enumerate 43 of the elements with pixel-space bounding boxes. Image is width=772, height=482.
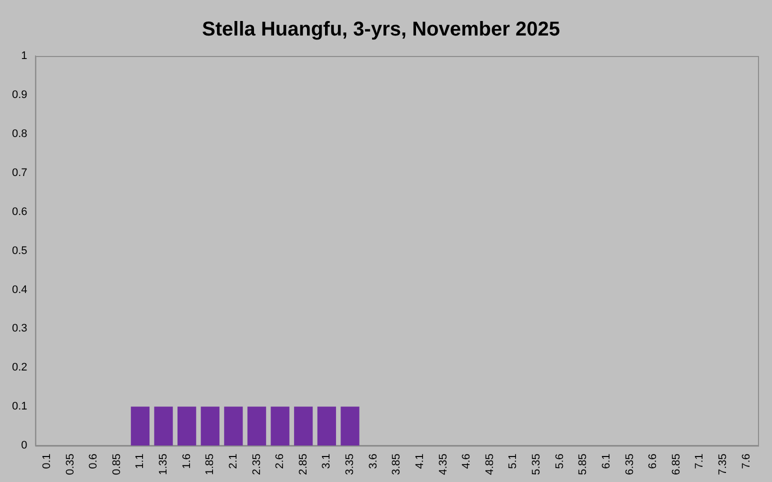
y-tick-label: 0.6: [12, 206, 28, 218]
y-tick-label: 0.1: [12, 400, 28, 413]
x-tick-label: 1.35: [158, 454, 170, 476]
y-tick-label: 0.3: [12, 322, 28, 335]
x-tick-label: 5.6: [554, 454, 566, 469]
x-tick-label: 3.85: [390, 454, 403, 476]
x-tick-label: 6.6: [647, 454, 660, 469]
x-tick-label: 5.1: [507, 454, 520, 469]
y-tick-label: 0: [21, 440, 28, 452]
x-tick-label: 0.1: [40, 454, 53, 469]
x-tick-label: 0.85: [110, 454, 123, 476]
y-tick-label: 0.8: [12, 128, 28, 140]
x-tick-label: 4.85: [484, 454, 496, 476]
x-tick-label: 3.1: [320, 454, 333, 469]
x-tick-label: 2.85: [297, 454, 310, 476]
y-tick-label: 0.9: [12, 88, 28, 101]
x-tick-label: 1.1: [134, 454, 146, 469]
x-tick-label: 6.35: [624, 454, 636, 476]
x-tick-label: 4.35: [437, 454, 450, 476]
x-tick-label: 5.35: [530, 454, 543, 476]
y-tick-label: 0.5: [12, 244, 28, 257]
x-tick-label: 7.35: [717, 454, 730, 476]
x-tick-label: 4.6: [460, 454, 473, 469]
x-tick-label: 7.6: [740, 454, 752, 469]
x-tick-label: 1.85: [204, 454, 216, 476]
x-tick-label: 6.1: [600, 454, 612, 469]
x-tick-label: 5.85: [577, 454, 590, 476]
x-tick-label: 2.1: [227, 454, 240, 469]
x-tick-label: 1.6: [180, 454, 193, 469]
x-tick-label: 3.35: [344, 454, 356, 476]
x-tick-label: 2.6: [274, 454, 286, 469]
x-tick-label: 7.1: [694, 454, 706, 469]
y-tick-label: 0.2: [12, 362, 28, 374]
x-tick-label: 6.85: [670, 454, 682, 476]
x-tick-label: 2.35: [250, 454, 263, 476]
chart-title: Stella Huangfu, 3-yrs, November 2025: [202, 18, 560, 41]
x-tick-label: 4.1: [414, 454, 426, 469]
x-tick-label: 0.35: [64, 454, 76, 476]
y-tick-label: 0.4: [12, 284, 28, 296]
x-tick-label: 0.6: [88, 454, 100, 469]
y-tick-label: 0.7: [12, 166, 28, 179]
y-tick-label: 1: [21, 50, 28, 62]
x-tick-label: 3.6: [367, 454, 380, 469]
